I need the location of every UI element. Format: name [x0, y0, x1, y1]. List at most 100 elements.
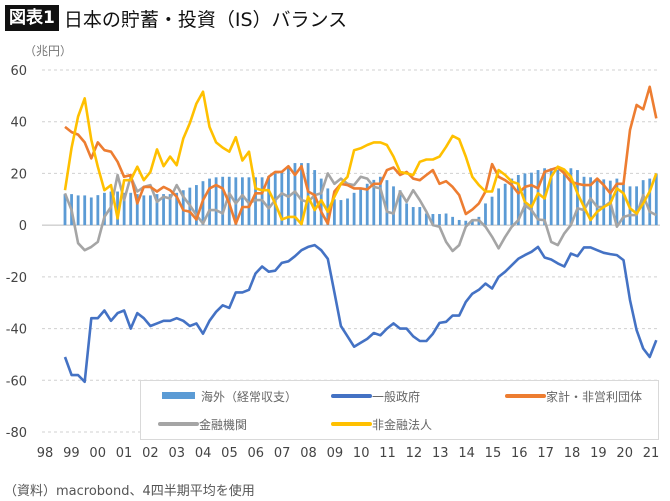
source-footnote: （資料）macrobond、4四半期平均を使用	[4, 484, 255, 499]
y-tick-label: -40	[6, 323, 27, 338]
x-tick-label: 04	[195, 446, 212, 461]
x-tick-label: 08	[300, 446, 317, 461]
bar-overseas	[576, 170, 579, 226]
bar-overseas	[280, 170, 284, 226]
bar-overseas	[129, 192, 133, 226]
bar-overseas	[326, 188, 330, 226]
bar-overseas	[392, 186, 395, 226]
x-tick-label: 01	[116, 446, 133, 461]
line-general-government	[63, 243, 658, 384]
bar-overseas	[195, 185, 198, 226]
x-tick-label: 16	[511, 446, 528, 461]
bar-overseas	[122, 192, 126, 226]
bar-overseas	[155, 194, 159, 226]
bar-overseas	[562, 169, 566, 226]
bar-overseas	[332, 199, 336, 226]
x-tick-label: 00	[89, 446, 106, 461]
bar-overseas	[424, 213, 428, 226]
bar-overseas	[385, 180, 389, 226]
bar-overseas	[149, 195, 152, 226]
x-tick-label: 14	[458, 446, 475, 461]
x-tick-label: 03	[168, 446, 185, 461]
bar-overseas	[431, 214, 435, 226]
y-tick-label: 60	[10, 64, 27, 79]
line-nonfinancial-corporations	[63, 90, 658, 226]
x-tick-label: 02	[142, 446, 159, 461]
bar-overseas	[378, 176, 382, 226]
y-tick-label: -20	[6, 271, 27, 286]
y-tick-label: -60	[6, 374, 27, 389]
bar-overseas	[359, 188, 363, 226]
bar-overseas	[464, 220, 468, 226]
x-tick-label: 13	[432, 446, 449, 461]
bar-overseas	[654, 173, 658, 226]
bar-overseas	[116, 191, 119, 226]
x-tick-label: 19	[590, 446, 607, 461]
legend-swatch-bar	[162, 392, 195, 399]
title-row: 図表1 日本の貯蓄・投資（IS）バランス	[5, 4, 347, 32]
legend-label: 海外（経常収支）	[201, 389, 297, 404]
bar-overseas	[103, 192, 106, 226]
bar-overseas	[451, 216, 455, 226]
x-tick-label: 11	[379, 446, 396, 461]
bar-overseas	[549, 168, 553, 226]
bar-overseas	[208, 178, 211, 226]
bar-overseas	[168, 194, 172, 226]
y-axis-unit: （兆円）	[24, 44, 73, 58]
bar-overseas	[306, 163, 310, 226]
bar-overseas	[490, 196, 494, 226]
x-tick-label: 98	[37, 446, 54, 461]
bar-overseas	[267, 176, 271, 226]
bar-overseas	[411, 207, 415, 226]
bar-overseas	[635, 186, 638, 226]
bar-overseas	[398, 190, 402, 226]
bar-overseas	[484, 203, 487, 226]
bar-overseas	[214, 177, 218, 226]
bar-overseas	[83, 195, 87, 226]
figure-badge: 図表1	[5, 5, 59, 31]
bar-overseas	[615, 178, 619, 226]
bar-overseas	[648, 178, 652, 226]
bar-overseas	[444, 213, 448, 226]
bar-overseas	[457, 219, 461, 226]
bar-overseas	[589, 177, 592, 226]
bar-overseas	[352, 192, 356, 226]
legend-label: 金融機関	[199, 417, 247, 432]
x-tick-label: 06	[248, 446, 265, 461]
bar-overseas	[516, 174, 520, 226]
x-tick-label: 15	[485, 446, 502, 461]
x-tick-label: 07	[274, 446, 291, 461]
legend-box	[140, 380, 659, 440]
x-tick-label: 12	[406, 446, 423, 461]
bar-overseas	[438, 214, 441, 226]
y-tick-label: 20	[10, 167, 27, 182]
bar-overseas	[503, 183, 507, 226]
bar-overseas	[470, 219, 474, 226]
x-tick-label: 17	[537, 446, 554, 461]
bar-overseas	[339, 200, 343, 226]
bar-overseas	[300, 163, 303, 226]
bar-overseas	[556, 170, 560, 226]
legend-label: 非金融法人	[372, 417, 432, 432]
bar-overseas	[595, 178, 599, 226]
x-tick-label: 05	[221, 446, 238, 461]
y-tick-label: -80	[6, 426, 27, 441]
y-tick-label: 40	[10, 116, 27, 131]
bar-overseas	[221, 176, 225, 226]
bar-overseas	[135, 194, 139, 226]
bar-overseas	[418, 207, 422, 226]
chart-title: 日本の貯蓄・投資（IS）バランス	[63, 8, 348, 31]
bar-overseas	[602, 179, 606, 226]
bar-overseas	[372, 179, 376, 226]
x-tick-label: 21	[643, 446, 660, 461]
bar-overseas	[247, 177, 251, 226]
bar-overseas	[240, 177, 244, 226]
bar-overseas	[76, 195, 80, 226]
bar-overseas	[293, 163, 297, 226]
bar-overseas	[569, 168, 573, 226]
bar-overseas	[162, 194, 165, 226]
bar-overseas	[497, 188, 501, 226]
x-tick-label: 20	[616, 446, 633, 461]
bar-overseas	[536, 170, 540, 226]
